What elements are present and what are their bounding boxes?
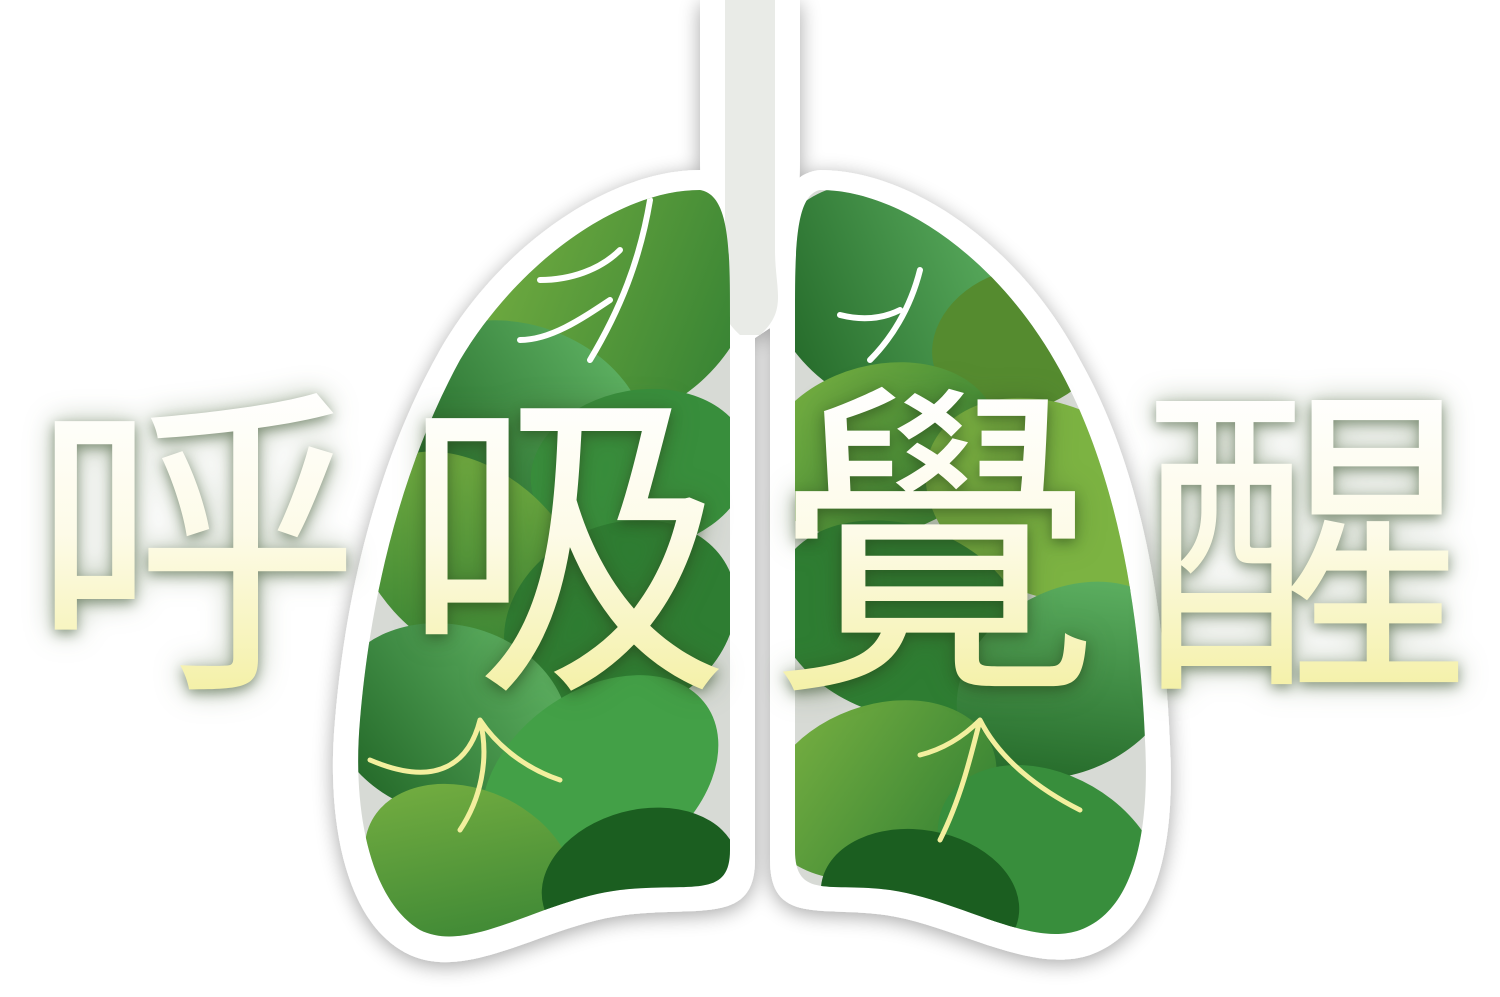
page-title: 呼吸覺醒 bbox=[0, 385, 1500, 715]
trachea-shape bbox=[721, 0, 779, 335]
title-container: 呼吸覺醒 bbox=[0, 340, 1500, 760]
right-lung bbox=[795, 190, 1146, 935]
